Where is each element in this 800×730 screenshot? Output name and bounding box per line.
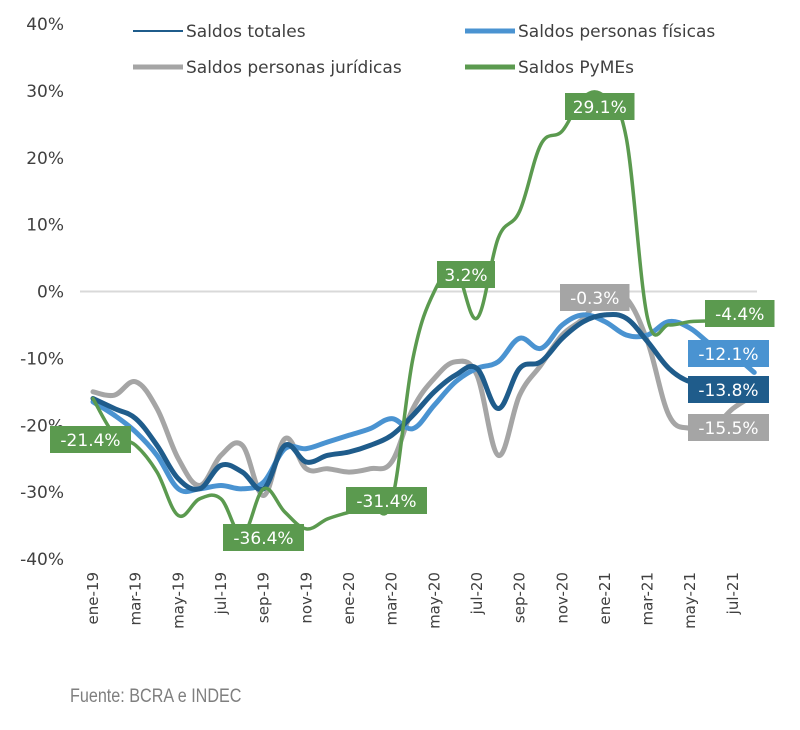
data-label-text: -15.5% — [698, 419, 758, 439]
legend: Saldos totales Saldos personas físicas Sal… — [133, 22, 715, 78]
data-label-text: -13.8% — [698, 381, 758, 401]
legend-label: Saldos totales — [186, 22, 306, 42]
data-label-box — [705, 300, 775, 327]
y-tick-label: -40% — [20, 550, 64, 570]
y-tick-label: 10% — [26, 216, 64, 236]
legend-label: Saldos personas físicas — [518, 22, 715, 42]
x-axis: ene-19 mar-19 may-19 jul-19 sep-19 nov-19 ene-… — [84, 572, 742, 629]
legend-item: Saldos totales — [133, 22, 306, 42]
legend-item: Saldos personas jurídicas — [133, 58, 402, 78]
series-lines — [90, 90, 757, 537]
data-label-box — [688, 340, 769, 367]
x-tick-label: ene-19 — [84, 572, 102, 624]
y-tick-label: 0% — [37, 283, 64, 303]
data-label-box — [560, 284, 630, 311]
data-label-text: -4.4% — [715, 305, 764, 325]
data-label-text: -0.3% — [570, 289, 619, 309]
y-tick-label: 40% — [26, 15, 64, 35]
source-note: Fuente: BCRA e INDEC — [70, 686, 242, 707]
data-label-text: -31.4% — [356, 492, 416, 512]
data-label: -4.4% — [705, 300, 775, 327]
y-tick-label: 20% — [26, 149, 64, 169]
data-label-text: -36.4% — [233, 529, 293, 549]
data-label: -15.5% — [688, 414, 769, 441]
data-label-box — [437, 261, 495, 288]
x-tick-label: jul-19 — [212, 572, 230, 615]
x-tick-label: ene-21 — [596, 572, 614, 624]
data-label: -13.8% — [688, 376, 769, 403]
data-label: 29.1% — [565, 93, 635, 120]
x-tick-label: nov-19 — [297, 572, 315, 624]
data-label-text: 29.1% — [573, 98, 627, 118]
data-label-text: -12.1% — [698, 345, 758, 365]
legend-label: Saldos personas jurídicas — [186, 58, 402, 78]
legend-label: Saldos PyMEs — [518, 58, 634, 78]
x-tick-label: mar-19 — [127, 572, 145, 626]
x-tick-label: mar-21 — [639, 572, 657, 626]
series-line-saldos-pymes — [91, 90, 756, 537]
x-tick-label: mar-20 — [383, 572, 401, 626]
y-tick-label: -10% — [20, 349, 64, 369]
data-label-box — [688, 376, 769, 403]
data-label-box — [223, 524, 304, 551]
data-label-box — [688, 414, 769, 441]
x-tick-label: jul-21 — [724, 572, 742, 615]
data-label-box — [565, 93, 635, 120]
legend-item: Saldos PyMEs — [465, 58, 634, 78]
data-labels: -13.8% -12.1% -0.3% -15.5% -21.4% -36.4% -31.4… — [50, 93, 775, 551]
data-label-box — [50, 426, 131, 453]
y-tick-label: -30% — [20, 483, 64, 503]
data-label: 3.2% — [437, 261, 495, 288]
data-label-box — [346, 487, 427, 514]
x-tick-label: nov-20 — [553, 572, 571, 624]
data-label: -0.3% — [560, 284, 630, 311]
data-label: -21.4% — [50, 426, 131, 453]
x-tick-label: ene-20 — [340, 572, 358, 624]
y-tick-label: 30% — [26, 82, 64, 102]
x-tick-label: may-20 — [425, 572, 443, 629]
data-label-text: -21.4% — [60, 431, 120, 451]
series-line-saldos-totales — [90, 311, 757, 493]
data-label: -36.4% — [223, 524, 304, 551]
data-label: -12.1% — [688, 340, 769, 367]
data-label-text: 3.2% — [444, 266, 487, 286]
x-tick-label: sep-20 — [511, 572, 529, 623]
x-tick-label: may-21 — [681, 572, 699, 629]
y-axis: 40%30%20%10%0%-10%-20%-30%-40% — [20, 15, 64, 570]
x-tick-label: may-19 — [169, 572, 187, 629]
legend-item: Saldos personas físicas — [465, 22, 715, 42]
x-tick-label: jul-20 — [468, 572, 486, 615]
x-tick-label: sep-19 — [255, 572, 273, 623]
data-label: -31.4% — [346, 487, 427, 514]
